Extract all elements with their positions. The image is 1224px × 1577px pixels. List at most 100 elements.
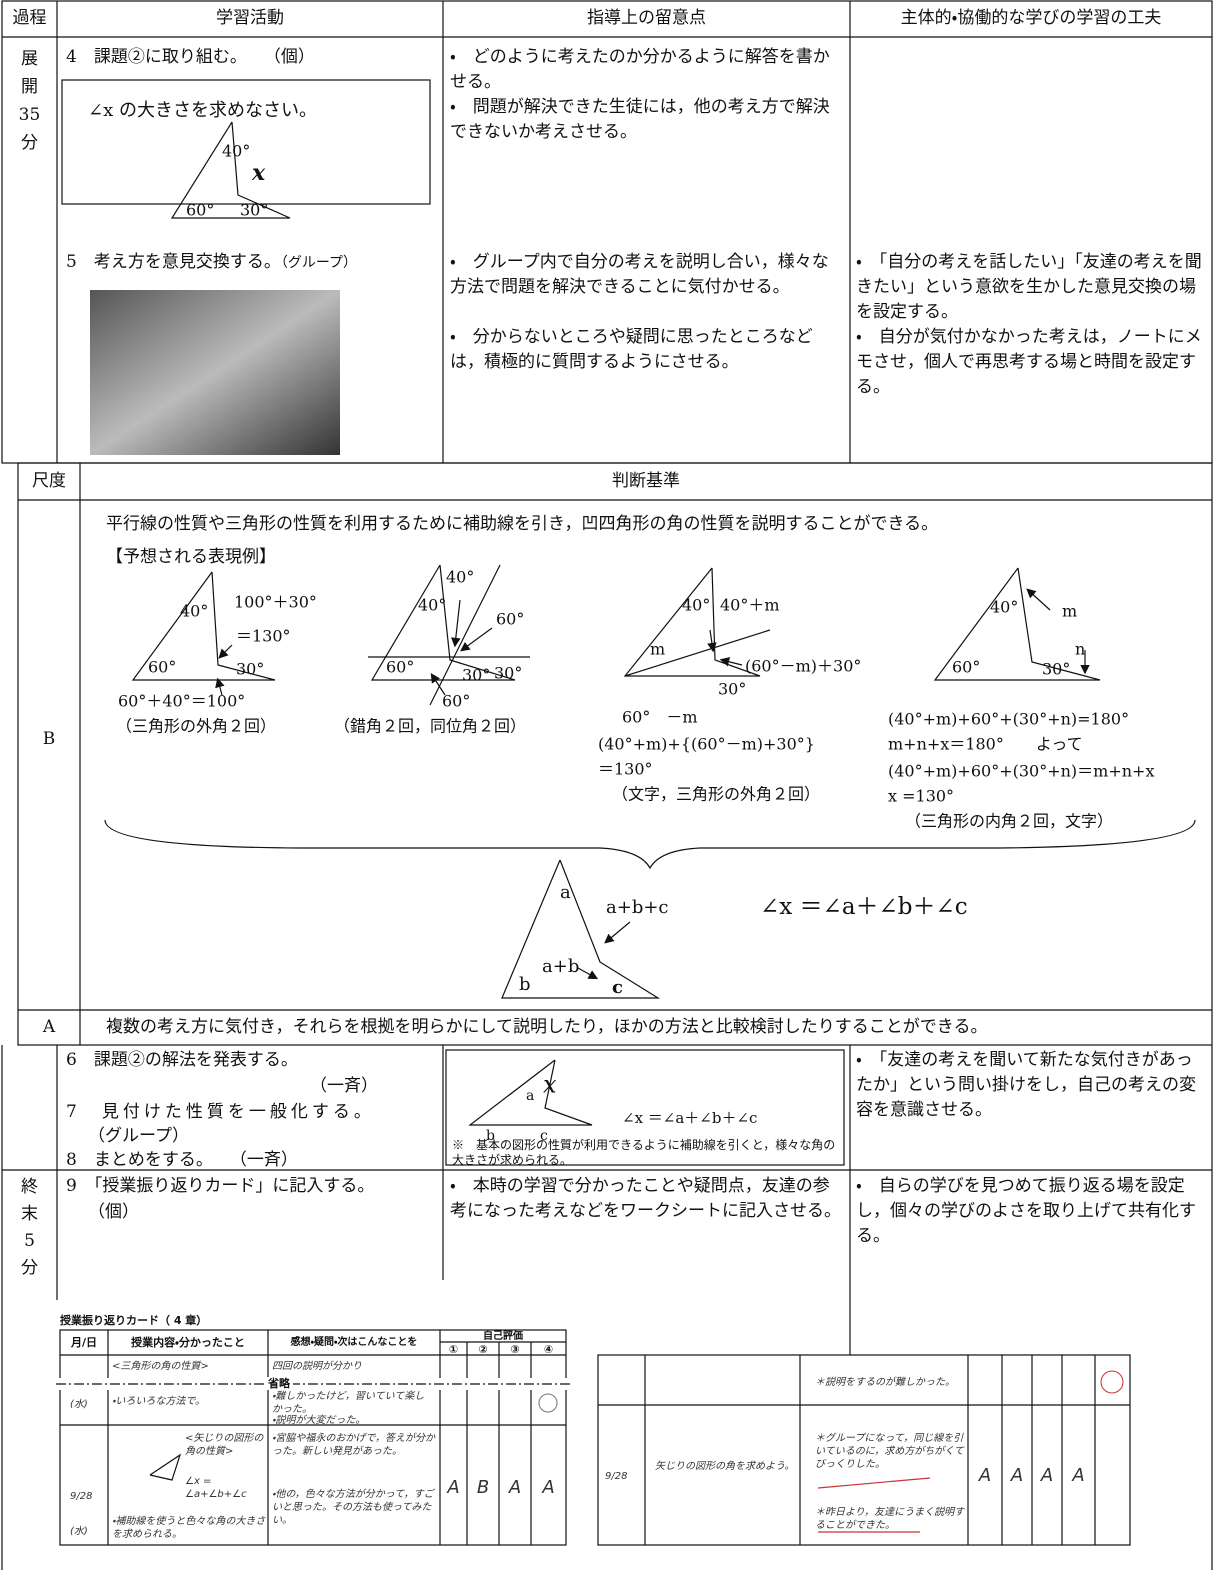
fig-label: 40° xyxy=(990,598,1018,617)
header-cell: 学習活動 xyxy=(216,8,284,28)
photo xyxy=(90,290,340,455)
fig-label: 60° xyxy=(496,610,524,629)
grade: A xyxy=(447,1477,460,1498)
stamp xyxy=(1100,1370,1124,1394)
phase-char: 分 xyxy=(21,1258,38,1278)
header-cell: 判断基準 xyxy=(612,471,680,491)
step: 4 課題②に取り組む。 （個） xyxy=(66,47,315,67)
idea: ・ 「友達の考えを聞いて新たな気付きがあったか」という問い掛けをし，自己の考えの… xyxy=(856,1050,1196,1120)
problem: ∠x の大きさを求めなさい。 xyxy=(88,100,317,121)
phase-char: 5 xyxy=(24,1231,35,1251)
fig-label: x xyxy=(543,1071,557,1099)
handwriting: <三角形の角の性質> xyxy=(112,1361,209,1372)
fig-label: 40° xyxy=(222,142,250,161)
fig-caption: x =130° xyxy=(888,787,954,806)
underline xyxy=(817,1477,931,1489)
summary-box xyxy=(445,1049,845,1166)
fig-caption: 60°＋40°＝100° xyxy=(118,692,245,711)
fig-label: b xyxy=(486,1128,495,1144)
step-text: 5 考え方を意見交換する。 xyxy=(66,252,281,272)
grade: A xyxy=(508,1477,522,1498)
note: ・ どのように考えたのか分かるように解答を書かせる。 xyxy=(450,47,830,92)
handwriting: 9/28 xyxy=(605,1471,628,1482)
fig-caption: (40°+m)+60°+(30°+n)＝m+n+x xyxy=(888,762,1154,781)
card-num: ② xyxy=(478,1343,488,1356)
note: ※ 基本の図形の性質が利用できるように補助線を引くと，様々な角の大きさが求められ… xyxy=(452,1138,836,1167)
formula: ∠x ＝∠a＋∠b＋∠c xyxy=(760,894,968,920)
handwriting: ・説明が大変だった。 xyxy=(272,1415,366,1426)
phase-char: 展 xyxy=(21,49,38,69)
fig-label: 30° xyxy=(718,680,746,699)
fig-caption: （文字，三角形の外角２回） xyxy=(612,785,820,804)
arrow xyxy=(451,599,461,648)
level: B xyxy=(42,729,56,749)
stamp xyxy=(538,1393,558,1413)
level: A xyxy=(42,1017,56,1037)
fig-caption: (40°+m)+{(60°－m)+30°} xyxy=(598,735,815,754)
handwriting: 四回の説明が分かり xyxy=(272,1361,362,1372)
figure xyxy=(468,1059,593,1126)
card-num: ① xyxy=(448,1343,459,1356)
phase-char: 分 xyxy=(21,133,38,153)
fig-label: a+b xyxy=(542,956,579,977)
fig-label: 60° xyxy=(148,658,176,677)
header-cell: 指導上の留意点 xyxy=(587,8,706,28)
note: ・ 本時の学習で分かったことや疑問点，友達の参考になった考えなどをワークシートに… xyxy=(450,1176,841,1221)
arrow xyxy=(577,967,599,980)
arrow xyxy=(707,629,717,653)
fig-label: 60° xyxy=(442,692,470,711)
card-num: ④ xyxy=(543,1343,554,1356)
omitted: 省略 xyxy=(265,1377,293,1390)
handwriting: ＊説明をするのが難しかった。 xyxy=(815,1377,955,1388)
fig-label: c xyxy=(612,977,623,998)
card-header: 月/日 xyxy=(70,1336,98,1349)
arrow xyxy=(215,677,225,696)
grade: A xyxy=(978,1465,992,1486)
step: 9 「授業振り返りカード」に記入する。 xyxy=(66,1176,375,1196)
phase-char: 35 xyxy=(18,105,41,125)
card-header: 感想・疑問・次はこんなことを xyxy=(290,1337,418,1348)
card-num: ③ xyxy=(510,1343,520,1356)
idea: ・ 自分が気付かなかった考えは，ノートにメモさせ，個人で再思考する場と時間を設定… xyxy=(856,327,1202,397)
header-cell: 過程 xyxy=(12,8,47,28)
fig-label: 40°＋m xyxy=(720,596,780,615)
grade: A xyxy=(542,1477,555,1498)
fig-caption: m+n+x＝180° よって xyxy=(888,735,1083,754)
fig-label: a xyxy=(526,1088,534,1104)
fig-label: 30° xyxy=(236,660,264,679)
grade: A xyxy=(1072,1465,1085,1486)
fig-label: a xyxy=(560,882,571,903)
handwriting: <矢じりの図形の角の性質> xyxy=(185,1433,264,1457)
step: 6 課題②の解法を発表する。 xyxy=(66,1050,298,1070)
fig-label: (60°－m)＋30° xyxy=(745,657,861,676)
examples-title: 【予想される表現例】 xyxy=(106,547,276,567)
arrow xyxy=(604,921,631,944)
figure xyxy=(370,564,516,681)
phase: 終 末 5 分 xyxy=(2,1174,57,1282)
fig-label: 40° xyxy=(446,568,474,587)
handwriting: ＊昨日より，友達にうまく説明することができた。 xyxy=(815,1507,965,1531)
handwriting: 9/28 xyxy=(70,1491,93,1502)
card xyxy=(597,1354,1131,1546)
header-cell: 尺度 xyxy=(32,471,66,491)
step-mode: （個） xyxy=(88,1202,139,1222)
phase-char: 末 xyxy=(21,1204,38,1224)
card-header: 授業内容・分かったこと xyxy=(131,1336,245,1349)
figure xyxy=(623,567,761,677)
grade: A xyxy=(1010,1465,1024,1486)
criterion: 複数の考え方に気付き，それらを根拠を明らかにして説明したり，ほかの方法と比較検討… xyxy=(106,1017,988,1037)
fig-label: 30° xyxy=(240,201,268,220)
card-header: 自己評価 xyxy=(483,1331,523,1342)
handwriting: ・他の，色々な方法が分かって，すごいと思った。その方法も使ってみたい。 xyxy=(272,1489,434,1526)
arrow xyxy=(460,627,493,652)
fig-label: c xyxy=(540,1128,548,1144)
criterion: 平行線の性質や三角形の性質を利用するために補助線を引き，凹四角形の角の性質を説明… xyxy=(106,514,939,534)
fig-label: m xyxy=(650,640,665,659)
grade: A xyxy=(1040,1465,1054,1486)
handwriting: ＊グループになって，同じ線を引いているのに，求め方がちがくてびっくりした。 xyxy=(815,1433,964,1470)
fig-label: n xyxy=(1075,640,1085,659)
handwriting: 矢じりの図形の角を求めよう。 xyxy=(655,1461,795,1472)
fig-label: 100°＋30° xyxy=(234,593,317,612)
fig-caption: （三角形の外角２回） xyxy=(116,717,276,736)
